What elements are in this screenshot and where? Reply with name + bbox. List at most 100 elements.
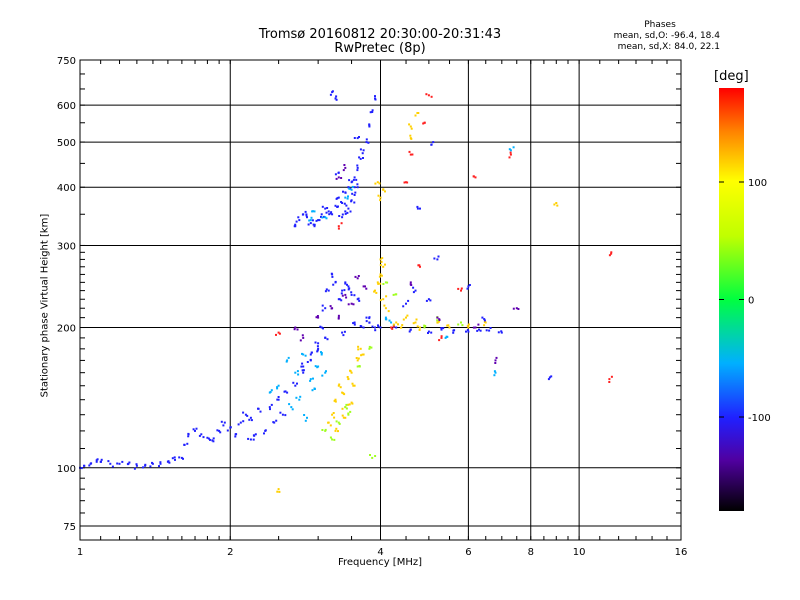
data-point	[107, 460, 110, 463]
data-point	[348, 403, 351, 406]
data-point	[144, 463, 147, 466]
data-point	[313, 225, 316, 228]
data-point	[286, 391, 289, 394]
data-point	[348, 287, 351, 290]
data-point	[429, 299, 432, 302]
data-point	[400, 326, 402, 329]
data-point	[477, 323, 480, 326]
data-point	[444, 336, 447, 339]
data-point	[212, 437, 215, 440]
data-point	[392, 293, 395, 296]
data-point	[370, 346, 373, 349]
data-point	[345, 204, 348, 207]
data-point	[296, 382, 298, 385]
data-point	[337, 171, 340, 174]
data-point	[341, 294, 344, 297]
data-point	[474, 176, 477, 179]
data-point	[330, 272, 333, 275]
data-point	[309, 358, 312, 361]
data-point	[335, 427, 338, 430]
data-point	[356, 166, 359, 169]
data-point	[384, 190, 386, 193]
y-axis-label: Stationary phase Virtual Height [km]	[39, 213, 51, 398]
y-tick-label: 100	[57, 464, 76, 475]
data-point	[440, 335, 443, 338]
data-point	[319, 325, 322, 328]
data-point	[387, 310, 390, 313]
data-point	[406, 181, 409, 184]
y-tick-label: 500	[57, 138, 76, 149]
data-point	[275, 333, 277, 336]
data-point	[353, 176, 356, 179]
data-point	[414, 114, 417, 117]
data-point	[466, 287, 469, 290]
data-point	[494, 359, 497, 362]
data-point	[95, 460, 98, 463]
data-point	[100, 458, 103, 461]
data-point	[306, 216, 308, 219]
data-point	[341, 331, 344, 334]
data-point	[497, 331, 500, 334]
data-point	[249, 438, 252, 441]
data-point	[293, 225, 296, 228]
data-point	[298, 398, 301, 401]
data-point	[474, 326, 477, 329]
data-point	[467, 285, 470, 288]
data-point	[436, 316, 439, 319]
data-point	[334, 280, 337, 283]
data-point	[407, 299, 410, 302]
data-point	[302, 336, 305, 339]
y-tick-label: 300	[57, 241, 76, 252]
data-point	[316, 345, 319, 348]
data-point	[409, 125, 412, 128]
data-point	[341, 213, 344, 216]
data-point	[356, 164, 359, 167]
data-point	[348, 179, 351, 182]
data-point	[359, 157, 362, 160]
data-point	[356, 277, 359, 280]
data-point	[412, 286, 415, 289]
data-point	[277, 331, 280, 334]
data-point	[430, 143, 433, 146]
data-point	[149, 465, 152, 468]
colorbar-tick-label: -100	[748, 413, 771, 424]
data-point	[296, 370, 299, 373]
data-point	[276, 386, 279, 389]
data-point	[321, 374, 324, 377]
data-point	[337, 384, 340, 387]
data-point	[321, 429, 324, 431]
data-point	[356, 137, 359, 140]
data-point	[368, 347, 371, 350]
data-point	[508, 156, 511, 159]
data-point	[235, 433, 238, 436]
data-point	[226, 429, 229, 432]
data-point	[285, 360, 288, 363]
data-point	[379, 282, 382, 285]
data-point	[350, 188, 353, 191]
data-point	[465, 330, 467, 333]
data-point	[334, 204, 337, 207]
data-point	[368, 125, 371, 128]
data-point	[334, 398, 337, 401]
data-point	[405, 316, 407, 319]
data-point	[276, 490, 279, 493]
data-point	[317, 316, 320, 319]
data-point	[403, 181, 406, 184]
data-point	[410, 284, 413, 286]
data-point	[409, 134, 412, 137]
data-point	[415, 318, 418, 321]
data-point	[347, 195, 349, 198]
data-point	[349, 210, 352, 213]
data-point	[512, 146, 515, 149]
data-point	[331, 275, 334, 278]
colorbar-tick-label: 100	[748, 178, 767, 189]
data-point	[207, 437, 210, 440]
data-point	[446, 324, 449, 327]
data-point	[182, 457, 184, 460]
data-point	[192, 428, 195, 431]
data-point	[391, 327, 394, 330]
data-point	[159, 461, 162, 464]
data-point	[423, 326, 426, 329]
data-point	[377, 324, 379, 327]
data-point	[379, 199, 382, 202]
